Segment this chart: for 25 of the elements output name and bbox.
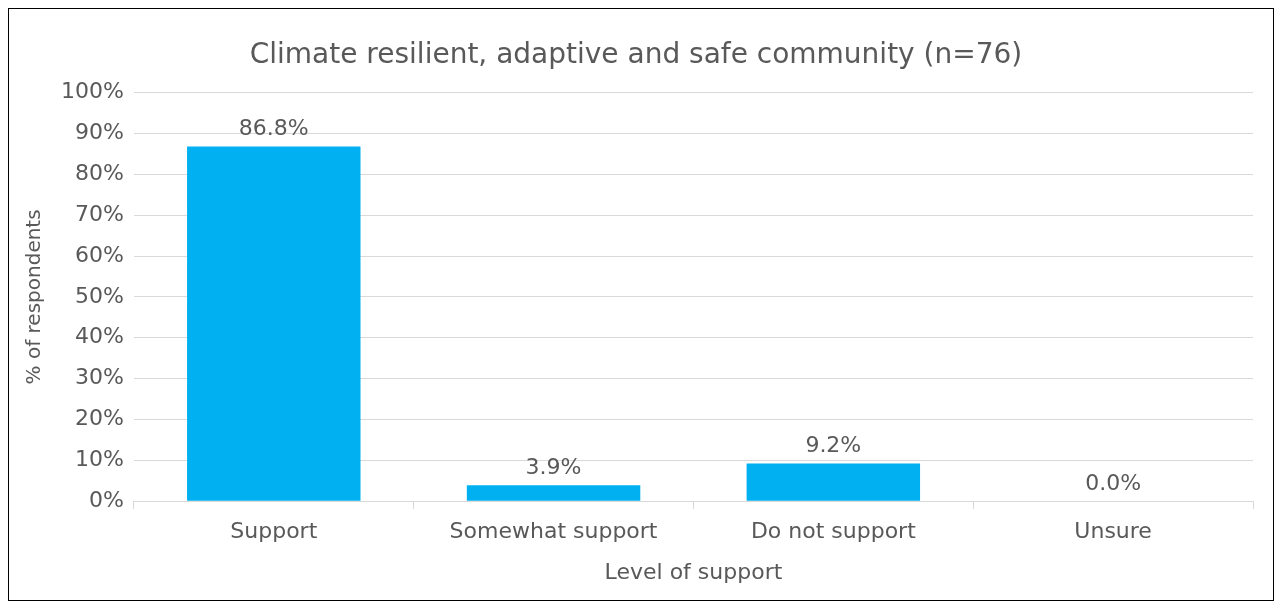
y-tick-label: 80% <box>74 160 124 186</box>
y-tick-label: 0% <box>88 486 124 512</box>
y-tick-label: 10% <box>74 446 124 472</box>
bar <box>187 146 361 501</box>
x-axis-title: Level of support <box>604 558 783 584</box>
x-tick-label: Support <box>230 518 318 544</box>
chart-title: Climate resilient, adaptive and safe community (n=76) <box>249 37 1023 71</box>
y-axis-title: % of respondents <box>21 209 46 385</box>
bar <box>466 485 641 501</box>
x-tick-label: Somewhat support <box>449 518 658 544</box>
y-tick-label: 30% <box>74 364 124 390</box>
y-tick-label: 100% <box>60 78 124 104</box>
x-tick-label: Do not support <box>750 518 917 544</box>
y-tick-label: 70% <box>74 200 124 226</box>
bar <box>746 463 921 501</box>
y-tick-label: 90% <box>74 119 124 145</box>
y-tick-label: 20% <box>74 405 124 431</box>
x-tick-label: Unsure <box>1074 518 1152 544</box>
data-label: 86.8% <box>238 115 309 141</box>
y-tick-label: 40% <box>74 323 124 349</box>
y-tick-label: 60% <box>74 241 124 267</box>
data-label: 0.0% <box>1085 469 1142 495</box>
data-label: 9.2% <box>805 432 862 458</box>
y-tick-label: 50% <box>74 282 124 308</box>
data-label: 3.9% <box>525 453 582 479</box>
